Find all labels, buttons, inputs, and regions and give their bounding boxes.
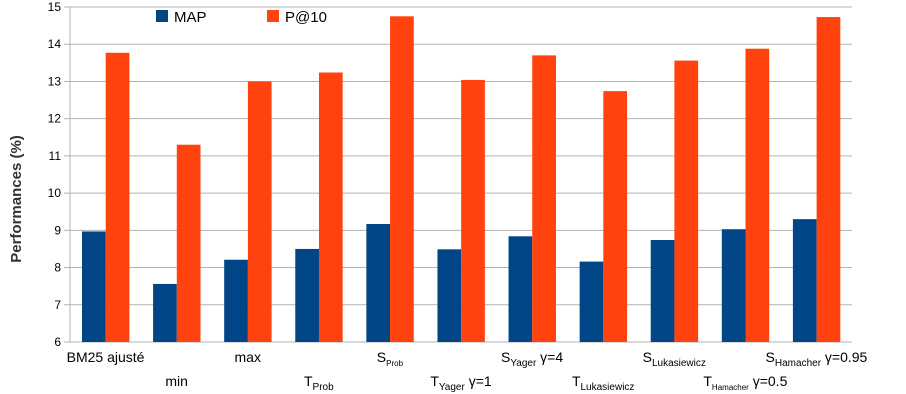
bar-map-6 <box>508 236 533 342</box>
legend-swatch-0 <box>156 10 168 22</box>
x-category-label: TLukasiewicz <box>572 373 634 393</box>
y-tick-label: 6 <box>54 335 61 349</box>
y-tick-label: 10 <box>48 186 62 200</box>
bar-map-10 <box>792 219 817 342</box>
x-category-label: max <box>235 349 261 365</box>
bar-p10-8 <box>674 60 699 342</box>
bar-p10-3 <box>318 72 343 342</box>
bar-map-9 <box>721 229 746 342</box>
bar-p10-7 <box>603 91 628 342</box>
x-category-label: TYager γ=1 <box>430 373 492 393</box>
bar-map-2 <box>224 259 248 342</box>
bar-p10-4 <box>390 16 414 343</box>
y-tick-label: 14 <box>48 37 62 51</box>
bar-map-1 <box>153 283 177 342</box>
bar-map-3 <box>295 248 319 342</box>
y-tick-label: 9 <box>54 223 61 237</box>
x-category-label: SYager γ=4 <box>501 349 563 369</box>
y-tick-label: 15 <box>48 0 62 14</box>
legend-label-0: MAP <box>174 9 207 26</box>
bar-p10-5 <box>461 79 485 342</box>
bar-p10-2 <box>247 81 272 342</box>
x-category-label: min <box>165 373 188 389</box>
bar-map-8 <box>650 240 675 342</box>
bar-p10-10 <box>816 17 841 343</box>
y-tick-label: 13 <box>48 74 62 88</box>
y-tick-label: 8 <box>54 261 61 275</box>
x-category-label: TProb <box>304 373 334 393</box>
bar-map-7 <box>579 261 604 342</box>
x-category-label: BM25 ajusté <box>67 349 145 365</box>
legend: MAP P@10 <box>156 9 327 26</box>
x-category-label: SLukasiewicz <box>643 349 706 369</box>
bar-p10-1 <box>176 144 201 342</box>
y-axis-label: Performances (%) <box>8 135 25 263</box>
x-axis-labels: BM25 ajusté min max TProb SProb TYager γ=1 SYa… <box>67 349 868 393</box>
y-tick-label: 12 <box>48 112 62 126</box>
bar-map-4 <box>366 224 391 342</box>
bar-p10-6 <box>532 55 556 343</box>
y-tick-label: 7 <box>54 298 61 312</box>
bar-p10-0 <box>105 52 130 343</box>
y-tick-label: 11 <box>49 149 62 163</box>
legend-swatch-1 <box>267 10 279 22</box>
bar-map-0 <box>82 231 106 342</box>
y-axis-ticks: 6 7 8 9 10 11 12 13 14 15 <box>48 0 62 349</box>
x-category-label: THamacher γ=0.5 <box>703 373 787 392</box>
bar-p10-9 <box>745 48 770 342</box>
x-category-label: SProb <box>377 349 404 368</box>
bar-map-5 <box>437 249 462 342</box>
legend-label-1: P@10 <box>285 9 327 26</box>
x-category-label: SHamacher γ=0.95 <box>766 349 868 369</box>
bars <box>82 16 841 343</box>
